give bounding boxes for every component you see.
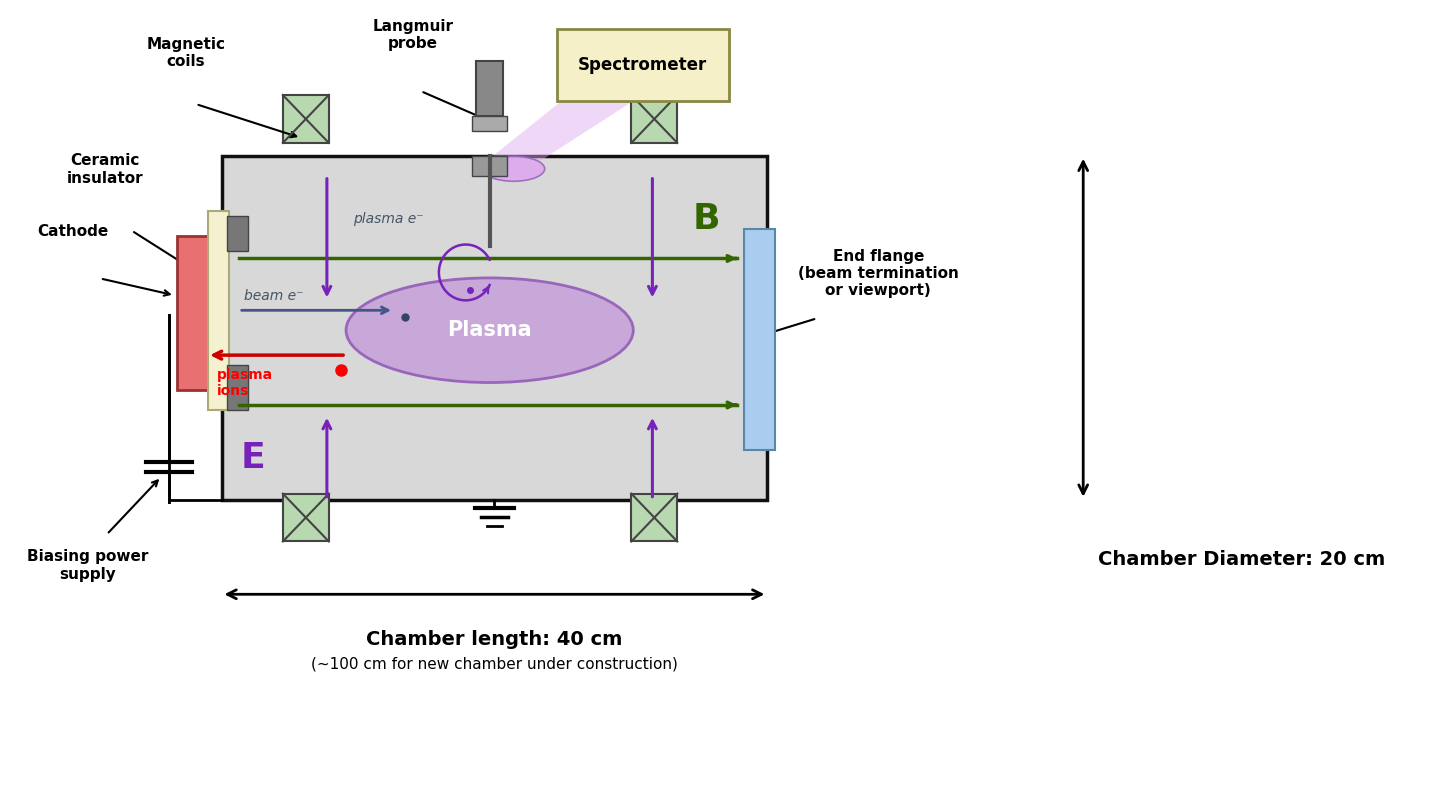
Text: Chamber length: 40 cm: Chamber length: 40 cm xyxy=(366,630,622,648)
Bar xyxy=(228,365,248,410)
Text: End flange
(beam termination
or viewport): End flange (beam termination or viewport… xyxy=(798,249,959,298)
Bar xyxy=(209,211,229,410)
Bar xyxy=(282,493,328,541)
Text: Spectrometer: Spectrometer xyxy=(579,56,707,74)
Text: B: B xyxy=(693,201,720,235)
Bar xyxy=(744,228,775,450)
Text: Magnetic
coils: Magnetic coils xyxy=(147,37,226,69)
Bar xyxy=(631,493,677,541)
Text: plasma e⁻: plasma e⁻ xyxy=(353,212,423,226)
Text: E: E xyxy=(240,441,265,475)
Bar xyxy=(282,95,328,143)
Text: (~100 cm for new chamber under construction): (~100 cm for new chamber under construct… xyxy=(311,656,678,671)
Text: Chamber Diameter: 20 cm: Chamber Diameter: 20 cm xyxy=(1097,550,1385,569)
Text: Langmuir
probe: Langmuir probe xyxy=(373,19,454,51)
Bar xyxy=(177,235,209,390)
Bar xyxy=(472,156,507,176)
Text: Biasing power
supply: Biasing power supply xyxy=(27,549,148,582)
Polygon shape xyxy=(487,156,540,177)
Bar xyxy=(477,61,503,116)
Polygon shape xyxy=(487,101,634,161)
Bar xyxy=(631,95,677,143)
Bar xyxy=(557,29,729,101)
Ellipse shape xyxy=(346,278,634,382)
Bar xyxy=(228,216,248,250)
Text: plasma
ions: plasma ions xyxy=(217,368,274,398)
Ellipse shape xyxy=(482,157,544,181)
Bar xyxy=(472,116,507,131)
Text: Cathode: Cathode xyxy=(37,224,109,238)
Text: Plasma: Plasma xyxy=(448,320,531,340)
Text: Ceramic
insulator: Ceramic insulator xyxy=(66,153,143,186)
Text: beam e⁻: beam e⁻ xyxy=(243,290,302,303)
Bar xyxy=(222,156,768,500)
